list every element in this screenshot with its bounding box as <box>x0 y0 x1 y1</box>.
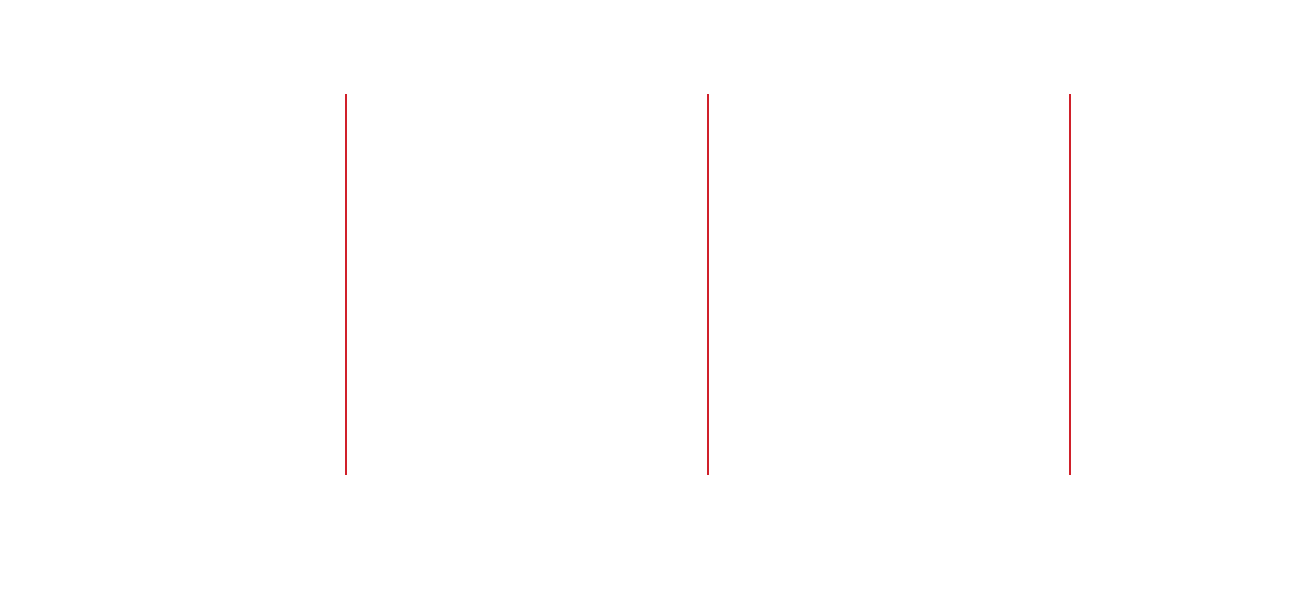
vertical-divider-line <box>345 94 347 475</box>
vertical-divider-line <box>707 94 709 475</box>
vertical-divider-line <box>1069 94 1071 475</box>
